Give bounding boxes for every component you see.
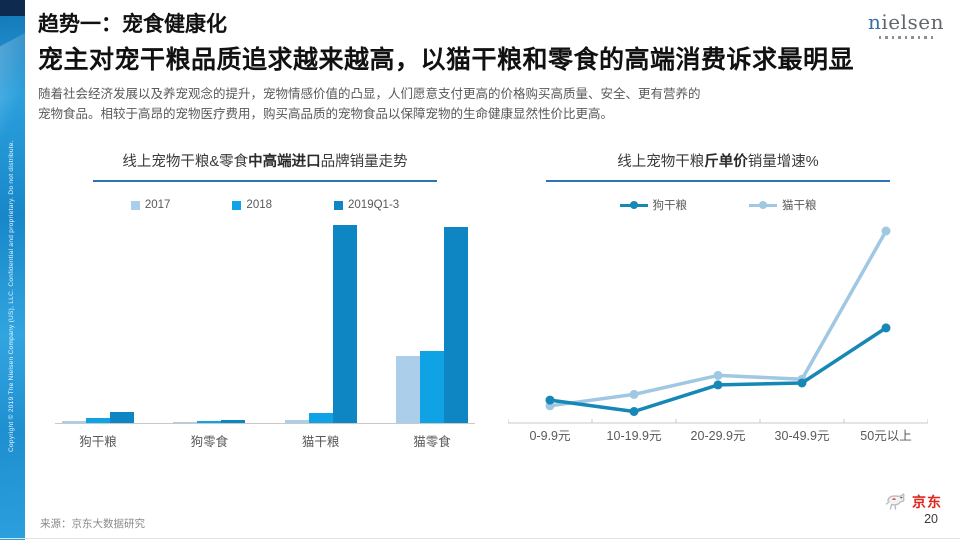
line-chart-plot: 0-9.9元 10-19.9元 20-29.9元 30-49.9元 50元以上 — [507, 216, 929, 453]
body-line-1: 随着社会经济发展以及养宠观念的提升，宠物情感价值的凸显，人们愿意支付更高的价格购… — [38, 87, 701, 101]
legend-line-swatch — [619, 201, 648, 209]
legend-dot — [629, 201, 638, 209]
data-point-猫干粮 — [629, 389, 639, 399]
legend-swatch — [130, 200, 140, 210]
bar-group-狗零食 — [172, 420, 246, 423]
data-point-猫干粮 — [881, 226, 891, 236]
bar-category-label: 猫零食 — [413, 435, 451, 449]
bar-狗干粮-2017 — [62, 420, 86, 423]
bar-狗干粮-2018 — [86, 418, 110, 423]
bar-猫干粮-2018 — [308, 412, 333, 423]
source-note: 来源：京东大数据研究 — [40, 518, 145, 530]
bar-猫零食-2018 — [419, 350, 444, 423]
legend-label: 狗干粮 — [652, 200, 688, 212]
bar-狗零食-2017 — [173, 421, 198, 423]
bar-猫零食-2017 — [395, 355, 420, 423]
legend-item-狗干粮: 狗干粮 — [619, 197, 688, 213]
left-decorative-strip: Copyright © 2019 The Nielsen Company (US… — [0, 0, 25, 540]
page-title: 趋势一：宠食健康化 — [38, 13, 227, 36]
page-subtitle: 宠主对宠干粮品质追求越来越高，以猫干粮和零食的高端消费诉求最明显 — [38, 46, 855, 74]
bar-chart-plot — [55, 224, 475, 424]
bar-group-猫干粮 — [284, 225, 358, 423]
line-chart-svg: 0-9.9元 10-19.9元 20-29.9元 30-49.9元 50元以上 — [507, 226, 929, 443]
title-underline — [92, 180, 438, 182]
legend-item-2017: 2017 — [130, 199, 171, 211]
legend-dot — [759, 201, 767, 209]
bar-chart-legend: 2017 2018 2019Q1-3 — [55, 198, 475, 212]
line-category-label: 30-49.9元 — [775, 429, 830, 443]
nielsen-dots-icon — [868, 36, 944, 39]
jd-logo: 京东 — [883, 492, 942, 512]
bar-狗干粮-2019Q1-3 — [110, 411, 134, 423]
nielsen-rest-letters: ielsen — [881, 10, 944, 34]
legend-label: 2017 — [144, 199, 171, 211]
body-paragraph: 随着社会经济发展以及养宠观念的提升，宠物情感价值的凸显，人们愿意支付更高的价格购… — [38, 84, 918, 124]
jd-wordmark: 京东 — [912, 494, 942, 510]
data-point-狗干粮 — [629, 407, 639, 416]
legend-line-swatch — [749, 201, 777, 209]
legend-swatch — [334, 200, 344, 210]
legend-label: 2019Q1-3 — [348, 199, 400, 211]
legend-swatch — [232, 200, 242, 210]
line-category-label: 20-29.9元 — [691, 429, 746, 443]
nielsen-wordmark: nielsen — [868, 10, 944, 34]
line-category-label: 0-9.9元 — [530, 429, 571, 443]
legend-item-猫干粮: 猫干粮 — [749, 197, 817, 213]
bar-category-label: 狗干粮 — [79, 435, 117, 449]
bar-猫干粮-2019Q1-3 — [332, 225, 357, 423]
nielsen-logo: nielsen — [868, 10, 944, 39]
line-chart-legend: 狗干粮 猫干粮 — [508, 198, 928, 212]
line-category-label: 50元以上 — [860, 429, 911, 443]
data-point-狗干粮 — [797, 378, 807, 388]
page-number: 20 — [924, 512, 938, 526]
data-point-猫干粮 — [713, 370, 723, 380]
bar-group-狗干粮 — [61, 411, 135, 423]
legend-label: 2018 — [246, 199, 273, 211]
jd-dog-icon — [885, 493, 905, 510]
nielsen-first-letter: n — [868, 10, 882, 34]
body-line-2: 宠物食品。相较于高昂的宠物医疗费用，购买高品质的宠物食品以保障宠物的生命健康显然… — [38, 107, 614, 121]
line-category-label: 10-19.9元 — [607, 429, 662, 443]
line-chart-title: 线上宠物干粮斤单价销量增速% — [617, 154, 819, 170]
legend-item-2019Q1-3: 2019Q1-3 — [334, 199, 399, 211]
data-point-狗干粮 — [713, 380, 723, 390]
data-point-狗干粮 — [545, 395, 555, 405]
data-point-狗干粮 — [881, 323, 891, 333]
line-chart-panel: 线上宠物干粮斤单价销量增速% 狗干粮 猫干粮 0-9.9元 10-19.9元 20-2… — [507, 150, 929, 453]
legend-label: 猫干粮 — [782, 200, 817, 212]
copyright-text: Copyright © 2019 The Nielsen Company (US… — [8, 140, 15, 452]
bar-狗零食-2019Q1-3 — [221, 420, 246, 423]
bottom-divider — [0, 538, 960, 539]
bar-猫干粮-2017 — [284, 419, 309, 423]
bar-猫零食-2019Q1-3 — [443, 226, 468, 423]
bar-chart-title: 线上宠物干粮&零食中高端进口品牌销量走势 — [122, 154, 408, 170]
bar-group-猫零食 — [395, 226, 469, 423]
bar-狗零食-2018 — [197, 421, 222, 423]
bar-chart-category-labels: 狗干粮 狗零食 猫干粮 猫零食 — [55, 431, 475, 450]
title-underline — [545, 180, 891, 182]
bar-category-label: 猫干粮 — [301, 435, 340, 449]
bar-chart-panel: 线上宠物干粮&零食中高端进口品牌销量走势 2017 2018 2019Q1-3 狗干… — [55, 150, 475, 450]
legend-item-2018: 2018 — [232, 199, 272, 211]
bar-category-label: 狗零食 — [190, 435, 229, 449]
